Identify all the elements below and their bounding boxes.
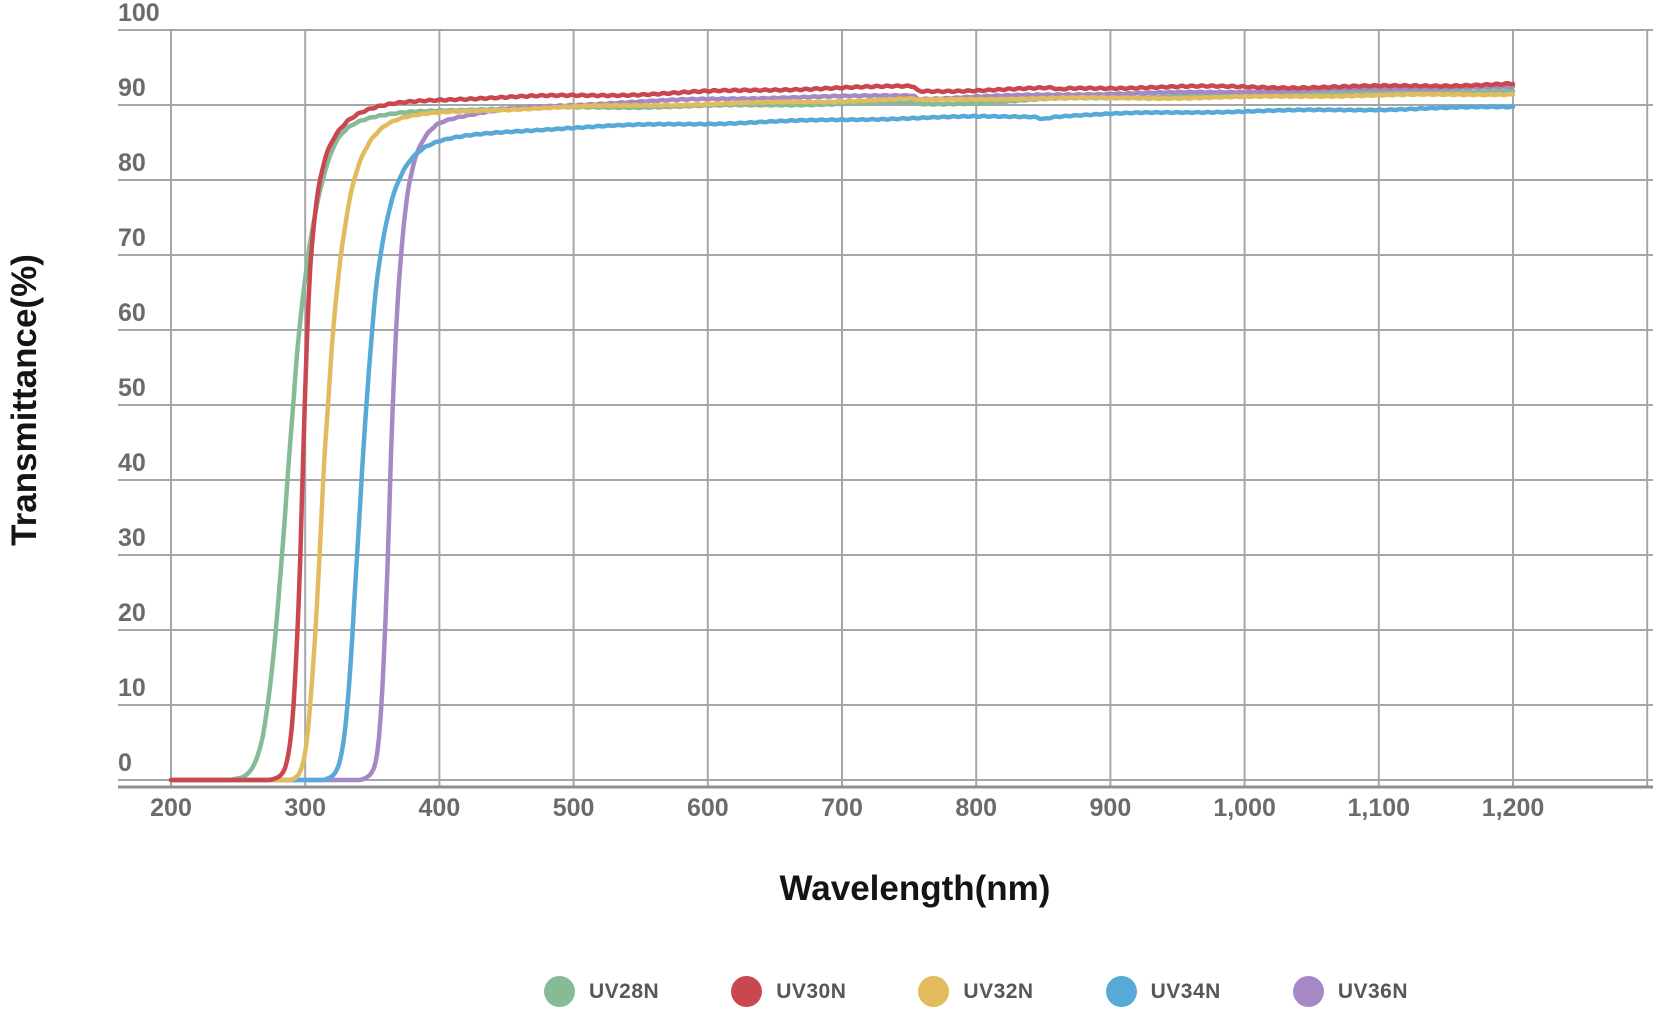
x-tick-label: 900 <box>1090 794 1132 822</box>
series-line-uv34n[interactable] <box>168 104 1516 783</box>
series-lines <box>168 80 1516 783</box>
y-tick-label: 30 <box>118 524 146 552</box>
x-tick-label: 700 <box>821 794 863 822</box>
y-tick-label: 20 <box>118 599 146 627</box>
y-tick-label: 80 <box>118 149 146 177</box>
y-axis-title: Transmittance(%) <box>5 254 44 546</box>
series-line-uv36n[interactable] <box>168 84 1516 783</box>
legend-marker-uv28n <box>544 976 575 1007</box>
legend-item-uv30n[interactable]: UV30N <box>731 976 846 1007</box>
x-tick-label: 800 <box>955 794 997 822</box>
x-tick-label: 1,200 <box>1482 794 1545 822</box>
y-tick-label: 50 <box>118 374 146 402</box>
series-line-uv32n[interactable] <box>168 91 1516 783</box>
chart-legend: UV28N UV30N UV32N UV34N UV36N <box>544 976 1408 1007</box>
y-tick-label: 0 <box>118 749 132 777</box>
y-tick-label: 90 <box>118 74 146 102</box>
x-tick-label: 400 <box>419 794 461 822</box>
series-line-uv30n[interactable] <box>168 80 1516 783</box>
x-tick-label: 500 <box>553 794 595 822</box>
legend-item-uv32n[interactable]: UV32N <box>918 976 1033 1007</box>
x-tick-label: 1,100 <box>1348 794 1411 822</box>
x-tick-label: 200 <box>150 794 192 822</box>
legend-item-uv34n[interactable]: UV34N <box>1105 976 1221 1007</box>
x-tick-label: 300 <box>284 794 326 822</box>
x-tick-label: 1,000 <box>1213 794 1276 822</box>
legend-label: UV30N <box>776 979 847 1003</box>
x-axis-tick-labels: 200 300 400 500 600 700 800 900 1,000 1,100 1,200 <box>150 794 1544 822</box>
legend-label: UV28N <box>589 979 660 1003</box>
legend-label: UV34N <box>1150 979 1221 1003</box>
y-tick-label: 60 <box>118 299 146 327</box>
legend-marker-uv34n <box>1105 976 1137 1007</box>
y-tick-label: 70 <box>118 224 146 252</box>
y-tick-label: 100 <box>118 0 160 27</box>
legend-label: UV32N <box>963 979 1034 1003</box>
y-axis-tick-labels: 0 10 20 30 40 50 60 70 80 90 100 <box>118 0 160 777</box>
x-tick-label: 600 <box>687 794 729 822</box>
legend-label: UV36N <box>1337 979 1409 1003</box>
y-tick-label: 10 <box>118 674 146 702</box>
x-axis-title: Wavelength(nm) <box>780 869 1051 908</box>
legend-marker-uv30n <box>731 976 763 1007</box>
legend-item-uv36n[interactable]: UV36N <box>1292 976 1409 1007</box>
legend-marker-uv32n <box>918 976 950 1007</box>
legend-item-uv28n[interactable]: UV28N <box>544 976 659 1007</box>
y-tick-label: 40 <box>118 449 146 477</box>
legend-marker-uv36n <box>1292 976 1324 1007</box>
